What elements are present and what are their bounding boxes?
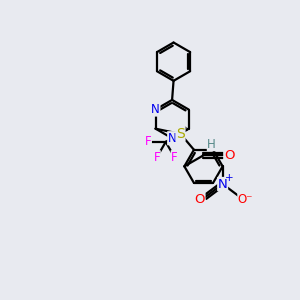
Text: N: N	[168, 132, 176, 145]
Text: N: N	[151, 103, 160, 116]
Text: F: F	[145, 135, 152, 148]
Text: O: O	[224, 149, 234, 162]
Text: F: F	[154, 151, 160, 164]
Text: O: O	[194, 193, 205, 206]
Text: N: N	[218, 178, 227, 190]
Text: F: F	[171, 151, 178, 164]
Text: +: +	[225, 172, 233, 182]
Text: O⁻: O⁻	[238, 193, 254, 206]
Text: S: S	[176, 127, 185, 141]
Text: H: H	[207, 138, 216, 151]
